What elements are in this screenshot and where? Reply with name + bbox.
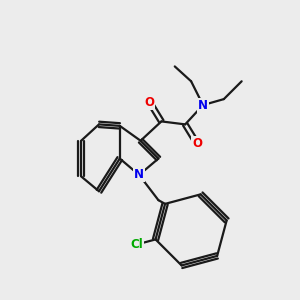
Text: O: O (145, 96, 154, 109)
Text: O: O (192, 137, 202, 150)
Text: Cl: Cl (130, 238, 143, 251)
Text: N: N (134, 168, 144, 182)
Text: N: N (198, 99, 208, 112)
